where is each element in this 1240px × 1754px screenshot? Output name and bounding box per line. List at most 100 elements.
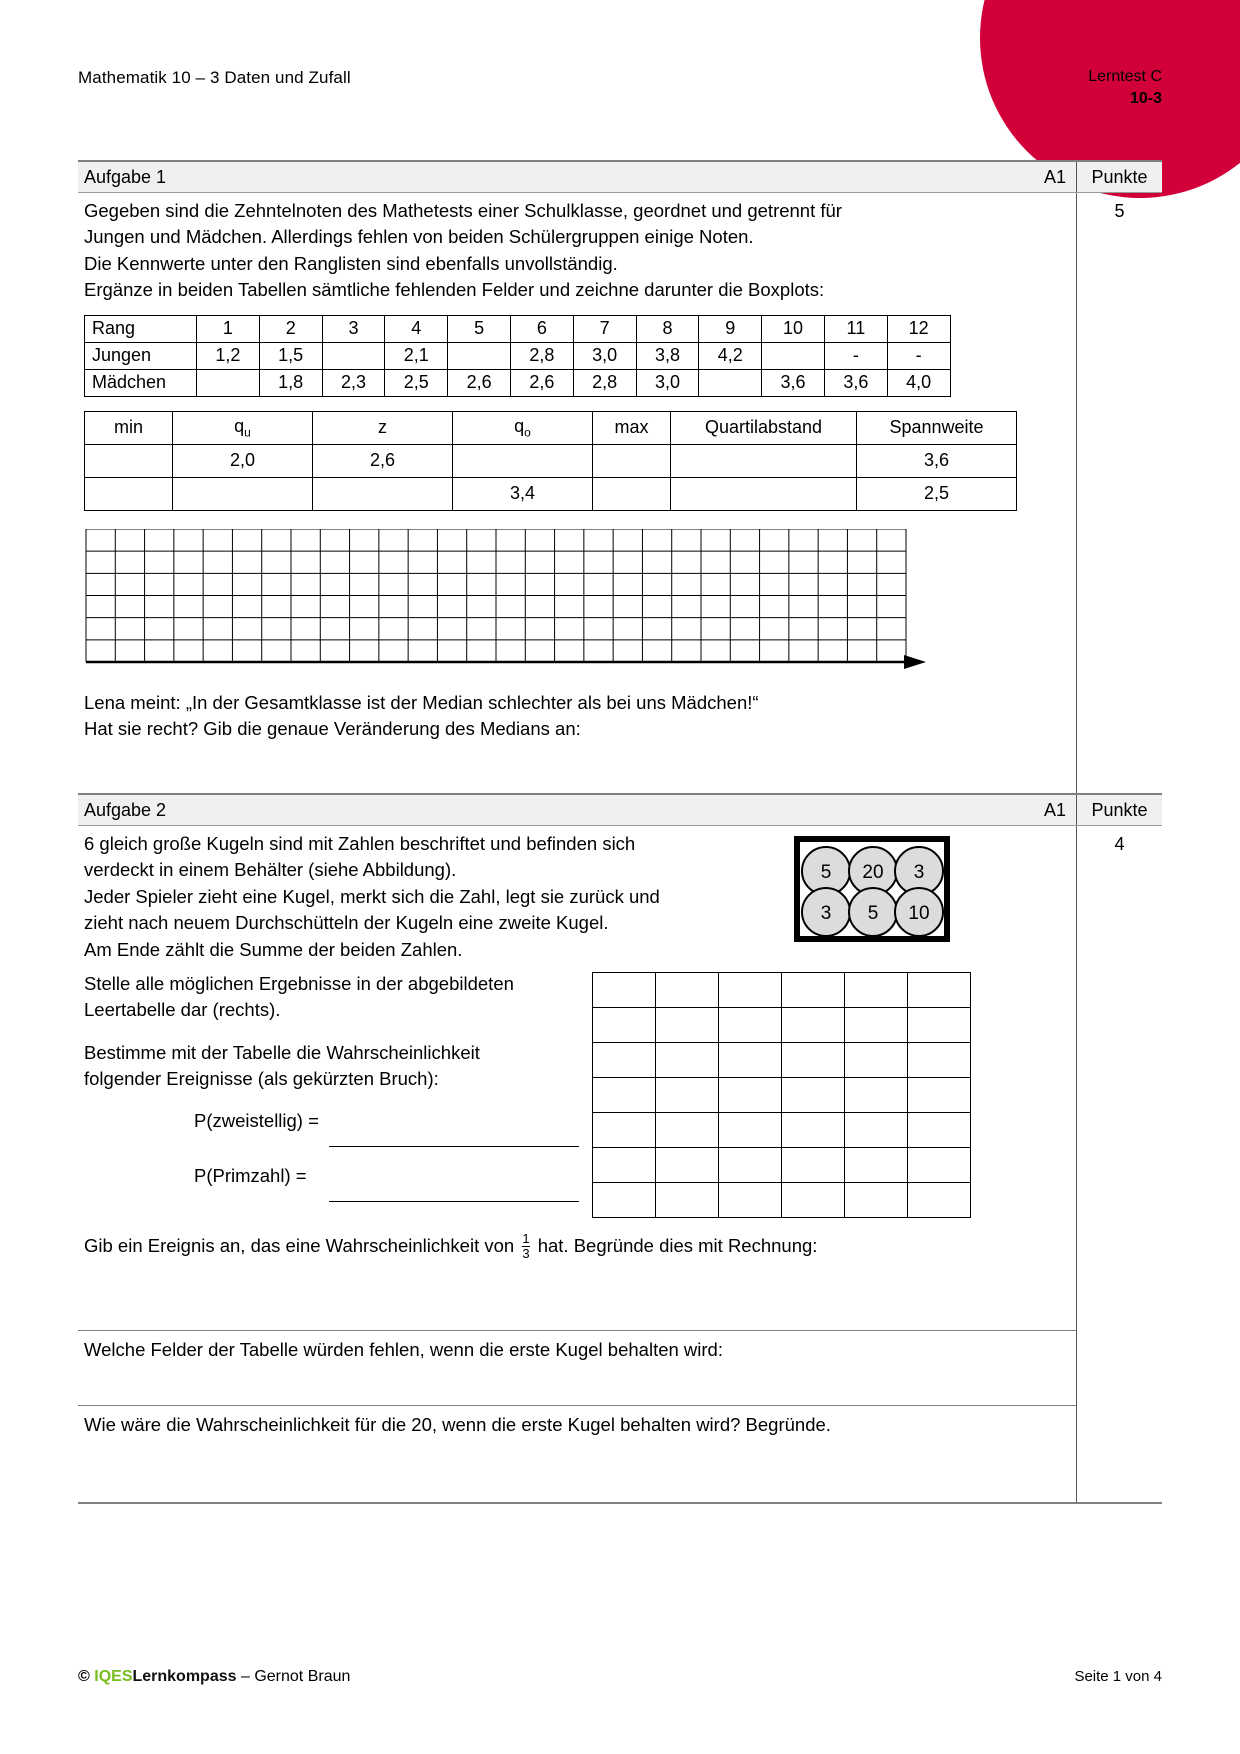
- kenn-cell[interactable]: [452, 443, 593, 478]
- maedchen-cell[interactable]: 2,6: [509, 368, 574, 397]
- outcome-cell[interactable]: [655, 1007, 719, 1044]
- outcome-cell[interactable]: [655, 1042, 719, 1079]
- maedchen-cell[interactable]: 4,0: [886, 368, 951, 397]
- maedchen-cell[interactable]: 3,0: [635, 368, 700, 397]
- outcome-cell[interactable]: [907, 972, 971, 1009]
- outcome-cell[interactable]: [655, 1147, 719, 1184]
- task-2-points-header: Punkte: [1076, 795, 1162, 825]
- kenn-cell[interactable]: 3,6: [856, 443, 1017, 478]
- kenn-cell[interactable]: [592, 476, 671, 511]
- outcome-cell[interactable]: [718, 1042, 782, 1079]
- jungen-cell[interactable]: [321, 341, 386, 370]
- outcome-cell[interactable]: [592, 1042, 656, 1079]
- outcome-cell[interactable]: [844, 1077, 908, 1114]
- outcome-cell[interactable]: [718, 1112, 782, 1149]
- rank-cell: 7: [572, 314, 637, 343]
- maedchen-cell[interactable]: 2,5: [384, 368, 449, 397]
- outcome-cell[interactable]: [592, 1182, 656, 1219]
- outcome-cell[interactable]: [844, 1007, 908, 1044]
- outcome-cell[interactable]: [844, 1112, 908, 1149]
- jungen-cell[interactable]: [447, 341, 511, 370]
- outcome-cell[interactable]: [907, 1042, 971, 1079]
- jungen-cell[interactable]: [761, 341, 825, 370]
- outcome-cell[interactable]: [592, 1147, 656, 1184]
- outcome-cell[interactable]: [781, 1042, 845, 1079]
- task-2-answer-space-3[interactable]: [84, 1436, 1070, 1492]
- outcome-cell[interactable]: [844, 972, 908, 1009]
- maedchen-cell[interactable]: 3,6: [761, 368, 825, 397]
- kenn-cell[interactable]: 2,5: [856, 476, 1017, 511]
- outcome-cell[interactable]: [781, 1077, 845, 1114]
- one-third-fraction: 1 3: [522, 1232, 530, 1260]
- kenn-cell[interactable]: [172, 476, 313, 511]
- task-2-title: Aufgabe 2: [84, 799, 167, 820]
- kenn-cell[interactable]: [592, 443, 671, 478]
- kenn-cell[interactable]: 2,6: [312, 443, 453, 478]
- outcome-cell[interactable]: [907, 1007, 971, 1044]
- outcome-cell[interactable]: [718, 1147, 782, 1184]
- jungen-cell[interactable]: 3,8: [635, 341, 700, 370]
- kenn-cell[interactable]: [670, 443, 857, 478]
- outcome-cell[interactable]: [592, 1007, 656, 1044]
- divider: [78, 1330, 1076, 1332]
- task-1-block: Aufgabe 1 A1 Punkte Gegeben sind die Zeh…: [78, 160, 1162, 816]
- jungen-cell[interactable]: -: [823, 341, 888, 370]
- axis-arrow-head: [904, 654, 926, 669]
- table-row: min qu z qo max Quartilabstand Spannweit…: [84, 410, 1017, 445]
- jungen-cell[interactable]: 2,8: [509, 341, 574, 370]
- outcome-cell[interactable]: [781, 1182, 845, 1219]
- outcome-cell[interactable]: [655, 1182, 719, 1219]
- jungen-cell[interactable]: 2,1: [384, 341, 449, 370]
- outcome-cell[interactable]: [844, 1182, 908, 1219]
- maedchen-cell[interactable]: 1,8: [258, 368, 323, 397]
- outcome-cell[interactable]: [781, 1112, 845, 1149]
- jungen-cell[interactable]: 1,2: [196, 341, 260, 370]
- kenn-cell[interactable]: [84, 443, 173, 478]
- outcome-cell[interactable]: [655, 972, 719, 1009]
- outcome-cell[interactable]: [781, 1007, 845, 1044]
- kenn-header-qu: qu: [172, 410, 313, 445]
- boxplot-drawing-area[interactable]: [84, 528, 932, 677]
- outcome-cell[interactable]: [844, 1147, 908, 1184]
- outcome-cell[interactable]: [718, 1077, 782, 1114]
- kenn-cell[interactable]: 3,4: [452, 476, 593, 511]
- maedchen-cell[interactable]: 2,6: [447, 368, 511, 397]
- outcomes-empty-table[interactable]: [592, 972, 971, 1219]
- outcome-cell[interactable]: [781, 972, 845, 1009]
- jungen-cell[interactable]: -: [886, 341, 951, 370]
- jungen-cell[interactable]: 3,0: [572, 341, 637, 370]
- outcome-cell[interactable]: [718, 972, 782, 1009]
- prob-primzahl-answer-line[interactable]: [329, 1200, 579, 1202]
- boxplot-grid[interactable]: [84, 528, 932, 677]
- maedchen-cell[interactable]: 3,6: [823, 368, 888, 397]
- jungen-cell[interactable]: 4,2: [698, 341, 763, 370]
- task-2-answer-space-2[interactable]: [84, 1361, 1070, 1395]
- outcome-cell[interactable]: [655, 1077, 719, 1114]
- kenn-cell[interactable]: [84, 476, 173, 511]
- outcome-cell[interactable]: [781, 1147, 845, 1184]
- outcome-cell[interactable]: [592, 972, 656, 1009]
- outcome-cell[interactable]: [844, 1042, 908, 1079]
- outcome-cell[interactable]: [907, 1182, 971, 1219]
- task-2-content: 6 gleich große Kugeln sind mit Zahlen be…: [78, 826, 1076, 1502]
- outcome-cell[interactable]: [592, 1077, 656, 1114]
- outcome-cell[interactable]: [907, 1077, 971, 1114]
- outcome-cell[interactable]: [907, 1112, 971, 1149]
- kenn-cell[interactable]: [312, 476, 453, 511]
- kenn-cell[interactable]: [670, 476, 857, 511]
- task-2-answer-space-1[interactable]: [84, 1262, 1068, 1324]
- prob-zweistellig-answer-line[interactable]: [329, 1145, 579, 1147]
- outcome-cell[interactable]: [718, 1007, 782, 1044]
- maedchen-cell[interactable]: [196, 368, 260, 397]
- outcome-cell[interactable]: [718, 1182, 782, 1219]
- task-1-paragraph: Gegeben sind die Zehntelnoten des Mathet…: [84, 200, 842, 221]
- maedchen-cell[interactable]: [698, 368, 763, 397]
- jungen-cell[interactable]: 1,5: [258, 341, 323, 370]
- maedchen-cell[interactable]: 2,8: [572, 368, 637, 397]
- kenn-cell[interactable]: 2,0: [172, 443, 313, 478]
- outcome-cell[interactable]: [655, 1112, 719, 1149]
- outcome-cell[interactable]: [592, 1112, 656, 1149]
- task-1-paragraph: Ergänze in beiden Tabellen sämtliche feh…: [84, 279, 825, 301]
- outcome-cell[interactable]: [907, 1147, 971, 1184]
- maedchen-cell[interactable]: 2,3: [321, 368, 386, 397]
